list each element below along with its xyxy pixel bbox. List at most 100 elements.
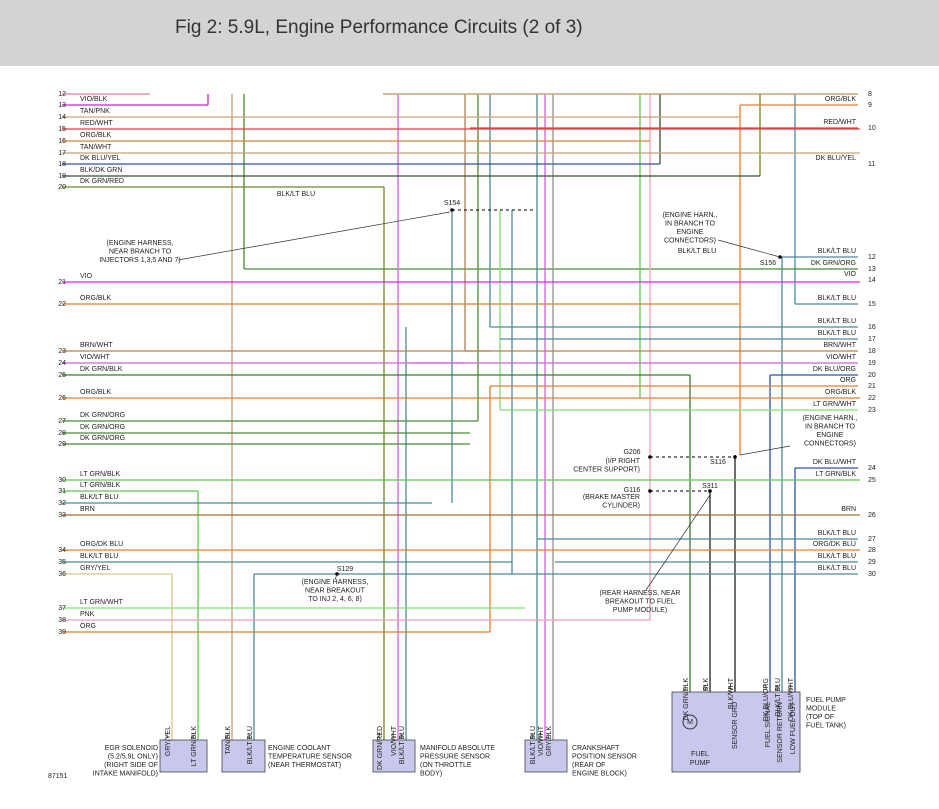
wire-label: ORG	[840, 377, 856, 384]
callout-text: CONNECTORS)	[804, 440, 856, 447]
pin-number: 24	[868, 465, 876, 472]
pin-number: 23	[58, 348, 66, 355]
wire-label: ORG/BLK	[80, 389, 111, 396]
pin-number: 8	[868, 91, 872, 98]
component-label: MANIFOLD ABSOLUTE	[420, 745, 495, 752]
wire-label: BLK/DK GRN	[80, 167, 122, 174]
pin-number: 13	[58, 102, 66, 109]
connector-pin: 5	[775, 685, 779, 692]
wire-label: DK BLU/WHT	[788, 677, 795, 721]
wire-label: BRN	[80, 506, 95, 513]
wire-label: ORG/BLK	[80, 132, 111, 139]
function-label: FUEL SIGNAL	[765, 702, 772, 747]
wire-label: ORG/BLK	[825, 96, 856, 103]
splice-label: S116	[710, 459, 726, 466]
component-label: EGR SOLENOID	[105, 745, 158, 752]
wire-label: BLK/LT BLU	[818, 553, 856, 560]
wire-label: DK GRN/ORG	[80, 412, 125, 419]
splice-label: G206	[623, 449, 640, 456]
connector-pin: 1	[683, 685, 687, 692]
callout-text: TO INJ 2, 4, 6, 8)	[308, 596, 362, 603]
pin-number: 21	[868, 383, 876, 390]
wire-label: ORG/DK BLU	[80, 541, 123, 548]
wire-label: ORG/BLK	[825, 389, 856, 396]
pin-number: 24	[58, 360, 66, 367]
component-label: (ON THROTTLE	[420, 762, 472, 769]
leader	[739, 445, 791, 456]
component-label: CRANKSHAFT	[572, 745, 620, 752]
wire-label: DK GRN/BLK	[683, 678, 690, 721]
pin-number: 29	[58, 441, 66, 448]
wire-label: LT GRN/BLK	[80, 471, 121, 478]
wire-label: GRY/YEL	[165, 726, 172, 756]
pin-number: 25	[868, 477, 876, 484]
wire-label: LT GRN/BLK	[816, 471, 857, 478]
pin-number: 13	[868, 266, 876, 273]
callout-text: CENTER SUPPORT)	[573, 466, 640, 473]
splice-dot	[708, 489, 712, 493]
pin-number: 27	[868, 536, 876, 543]
splice-dot	[648, 455, 652, 459]
component-label: FUEL TANK)	[806, 722, 846, 729]
pin-number: 33	[58, 512, 66, 519]
callout-text: (I/P RIGHT	[606, 458, 641, 465]
pin-number: 36	[58, 571, 66, 578]
callout-text: ENGINE	[677, 229, 704, 236]
wire-label: VIO/WHT	[538, 725, 545, 756]
wire-label: BLK/LT BLU	[818, 295, 856, 302]
leader	[645, 494, 711, 591]
callout-text: NEAR BRANCH TO	[109, 248, 172, 255]
component-box	[221, 739, 266, 773]
pin-number: 12	[868, 254, 876, 261]
pin-number: 26	[868, 512, 876, 519]
connector-pin: 2	[538, 733, 542, 740]
wire-label: DK BLU/WHT	[813, 459, 857, 466]
wire-label: BLK/LT BLU	[818, 330, 856, 337]
pin-number: 12	[58, 91, 66, 98]
wire-label: DK GRN/RED	[80, 178, 124, 185]
pin-number: 22	[868, 395, 876, 402]
callout-text: BREAKOUT TO FUEL	[605, 598, 675, 605]
component-box	[372, 739, 416, 773]
wire-label: BLK/LT BLU	[399, 726, 406, 764]
pin-number: 35	[58, 559, 66, 566]
wire-label: DK BLU/ORG	[763, 678, 770, 721]
pin-number: 21	[58, 279, 66, 286]
pin-number: 15	[58, 126, 66, 133]
connector-pin: 3	[399, 733, 403, 740]
connector-pin: 1	[391, 733, 395, 740]
component-box	[159, 739, 208, 773]
header-band	[0, 0, 939, 66]
wire-label: TAN/WHT	[80, 144, 112, 151]
wire-label: VIO/WHT	[391, 725, 398, 756]
pin-number: 32	[58, 500, 66, 507]
wire-label: VIO	[80, 273, 93, 280]
connector-pin: 2	[788, 685, 792, 692]
component-label: ENGINE COOLANT	[268, 745, 331, 752]
pin-number: 19	[868, 360, 876, 367]
connector-pin: 3	[530, 733, 534, 740]
component-label: (NEAR THERMOSTAT)	[268, 762, 341, 769]
callout-text: (ENGINE HARN.,	[663, 212, 718, 219]
function-label: LOW FUEL OUT	[790, 701, 797, 754]
wire-label: BLK/LT BLU	[818, 318, 856, 325]
wire-label: VIO	[844, 271, 857, 278]
component-label: PRESSURE SENSOR	[420, 753, 490, 760]
wire-label: BRN/WHT	[823, 342, 856, 349]
splice-label: G116	[624, 487, 641, 494]
pin-number: 19	[58, 173, 66, 180]
leader	[177, 211, 451, 261]
callout-text: IN BRANCH TO	[805, 423, 855, 430]
pin-number: 23	[868, 407, 876, 414]
pump-label: PUMP	[690, 760, 711, 767]
wire-label: RED/WHT	[823, 119, 856, 126]
callout-text: IN BRANCH TO	[665, 220, 715, 227]
pin-number: 20	[868, 372, 876, 379]
splice-label: S154	[444, 200, 460, 207]
connector-pin: 1	[247, 733, 251, 740]
pin-number: 9	[868, 102, 872, 109]
component-label: TEMPERATURE SENSOR	[268, 753, 352, 760]
wire-label: BLK/LT BLU	[818, 565, 856, 572]
component-label: POSITION SENSOR	[572, 753, 637, 760]
figure-id: 87151	[48, 773, 68, 780]
